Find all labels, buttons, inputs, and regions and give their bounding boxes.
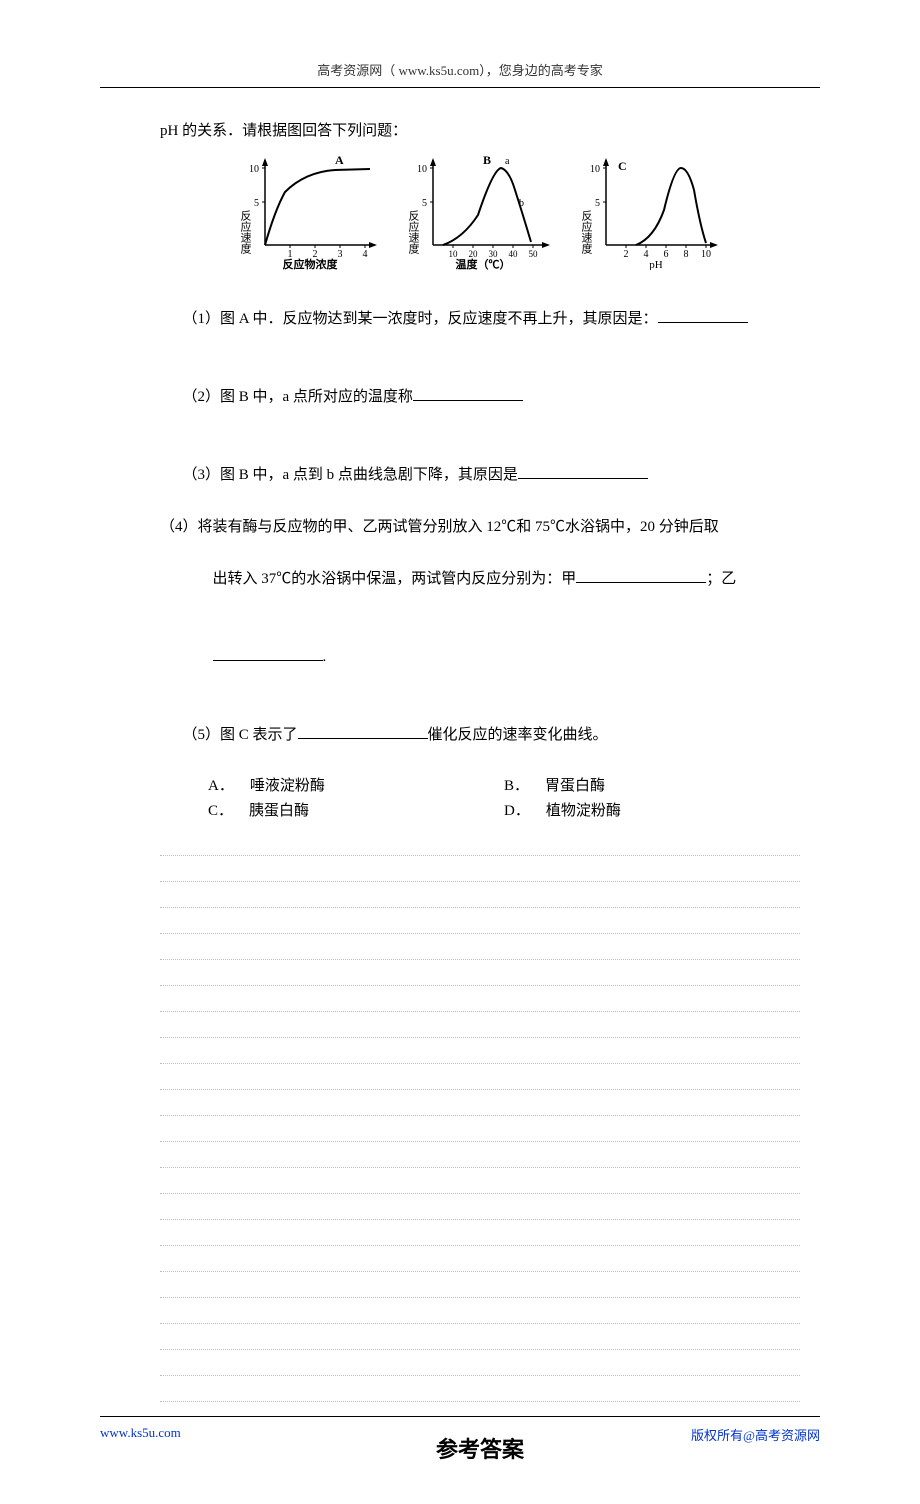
chart-b-ytick-10: 10 [417,164,427,175]
svg-text:10: 10 [448,249,458,259]
ruled-line [160,856,800,882]
chart-a-svg: 5 10 1 2 3 4 A 反应速度 反应物浓度 [235,150,385,270]
ruled-line [160,1064,800,1090]
ruled-line [160,986,800,1012]
ruled-line [160,1038,800,1064]
question-4b: 出转入 37℃的水浴锅中保温，两试管内反应分别为：甲；乙 [160,540,800,618]
option-c: C． 胰蛋白酶 [208,799,504,820]
chart-a-ylabel: 反应速度 [239,210,252,255]
question-2: （2）图 B 中，a 点所对应的温度称 [160,358,800,436]
options-grid: A． 唾液淀粉酶 B． 胃蛋白酶 C． 胰蛋白酶 D． 植物淀粉酶 [208,774,800,820]
chart-c-xlabel: pH [649,259,663,270]
ruled-line [160,1142,800,1168]
blank-q3 [518,464,648,479]
svg-text:30: 30 [488,249,498,259]
ruled-line [160,908,800,934]
chart-a-label: A [335,153,344,167]
svg-text:50: 50 [528,249,538,259]
ruled-line [160,1116,800,1142]
ruled-line [160,1012,800,1038]
question-4c: . [160,618,800,696]
chart-a-ytick-10: 10 [249,164,259,175]
ruled-line [160,1376,800,1402]
ruled-line [160,1350,800,1376]
ruled-line [160,882,800,908]
chart-b: 5 10 10 20 30 40 50 B a b [403,150,558,270]
blank-q5 [298,724,428,739]
ruled-line [160,934,800,960]
header-rule [100,87,820,88]
content-area: pH 的关系．请根据图回答下列问题： 5 10 1 [100,118,820,1464]
ruled-line [160,960,800,986]
chart-c-xticks: 2 4 6 8 10 [623,245,711,260]
svg-text:6: 6 [663,249,668,260]
question-3: （3）图 B 中，a 点到 b 点曲线急剧下降，其原因是 [160,436,800,514]
option-d: D． 植物淀粉酶 [504,799,800,820]
ruled-area [160,830,800,1402]
svg-text:10: 10 [701,249,711,260]
chart-b-label: B [483,153,491,167]
chart-b-svg: 5 10 10 20 30 40 50 B a b [403,150,558,270]
chart-a-xticks: 1 2 3 4 [287,245,367,260]
ruled-line [160,1168,800,1194]
blank-q4-2 [213,646,323,661]
page-footer: www.ks5u.com 版权所有@高考资源网 [100,1416,820,1444]
chart-a-xlabel: 反应物浓度 [282,257,338,270]
chart-c-svg: 5 10 2 4 6 8 10 C 反应速度 [576,150,726,270]
chart-a-ytick-5: 5 [254,198,259,209]
svg-text:8: 8 [683,249,688,260]
chart-b-xlabel: 温度（℃） [455,257,510,270]
chart-b-marker-b: b [519,198,524,209]
ruled-line [160,1272,800,1298]
svg-text:4: 4 [362,249,367,260]
blank-q1 [658,308,748,323]
option-a: A． 唾液淀粉酶 [208,774,504,795]
chart-b-xticks: 10 20 30 40 50 [448,245,538,259]
page-header: 高考资源网（ www.ks5u.com），您身边的高考专家 [100,60,820,79]
svg-text:2: 2 [623,249,628,260]
footer-left: www.ks5u.com [100,1425,181,1444]
ruled-line [160,1220,800,1246]
svg-text:20: 20 [468,249,478,259]
chart-b-marker-a: a [505,156,510,167]
chart-c-label: C [618,159,627,173]
svg-text:3: 3 [337,249,342,260]
intro-line: pH 的关系．请根据图回答下列问题： [160,118,800,144]
option-b: B． 胃蛋白酶 [504,774,800,795]
chart-c: 5 10 2 4 6 8 10 C 反应速度 [576,150,726,270]
chart-a: 5 10 1 2 3 4 A 反应速度 反应物浓度 [235,150,385,270]
chart-c-ytick-10: 10 [590,164,600,175]
svg-text:40: 40 [508,249,518,259]
blank-q2 [413,386,523,401]
footer-right: 版权所有@高考资源网 [691,1425,820,1444]
ruled-line [160,1246,800,1272]
question-1: （1）图 A 中．反应物达到某一浓度时，反应速度不再上升，其原因是： [160,280,800,358]
ruled-line [160,1090,800,1116]
ruled-line [160,1324,800,1350]
blank-q4-1 [576,568,706,583]
charts-row: 5 10 1 2 3 4 A 反应速度 反应物浓度 [160,150,800,270]
ruled-line [160,1194,800,1220]
question-4a: （4）将装有酶与反应物的甲、乙两试管分别放入 12℃和 75℃水浴锅中，20 分… [160,514,800,540]
chart-c-ylabel: 反应速度 [580,210,593,255]
svg-text:4: 4 [643,249,648,260]
chart-b-ylabel: 反应速度 [407,210,420,255]
ruled-line [160,830,800,856]
chart-c-ytick-5: 5 [595,198,600,209]
question-5: （5）图 C 表示了催化反应的速率变化曲线。 [160,696,800,774]
chart-b-ytick-5: 5 [422,198,427,209]
